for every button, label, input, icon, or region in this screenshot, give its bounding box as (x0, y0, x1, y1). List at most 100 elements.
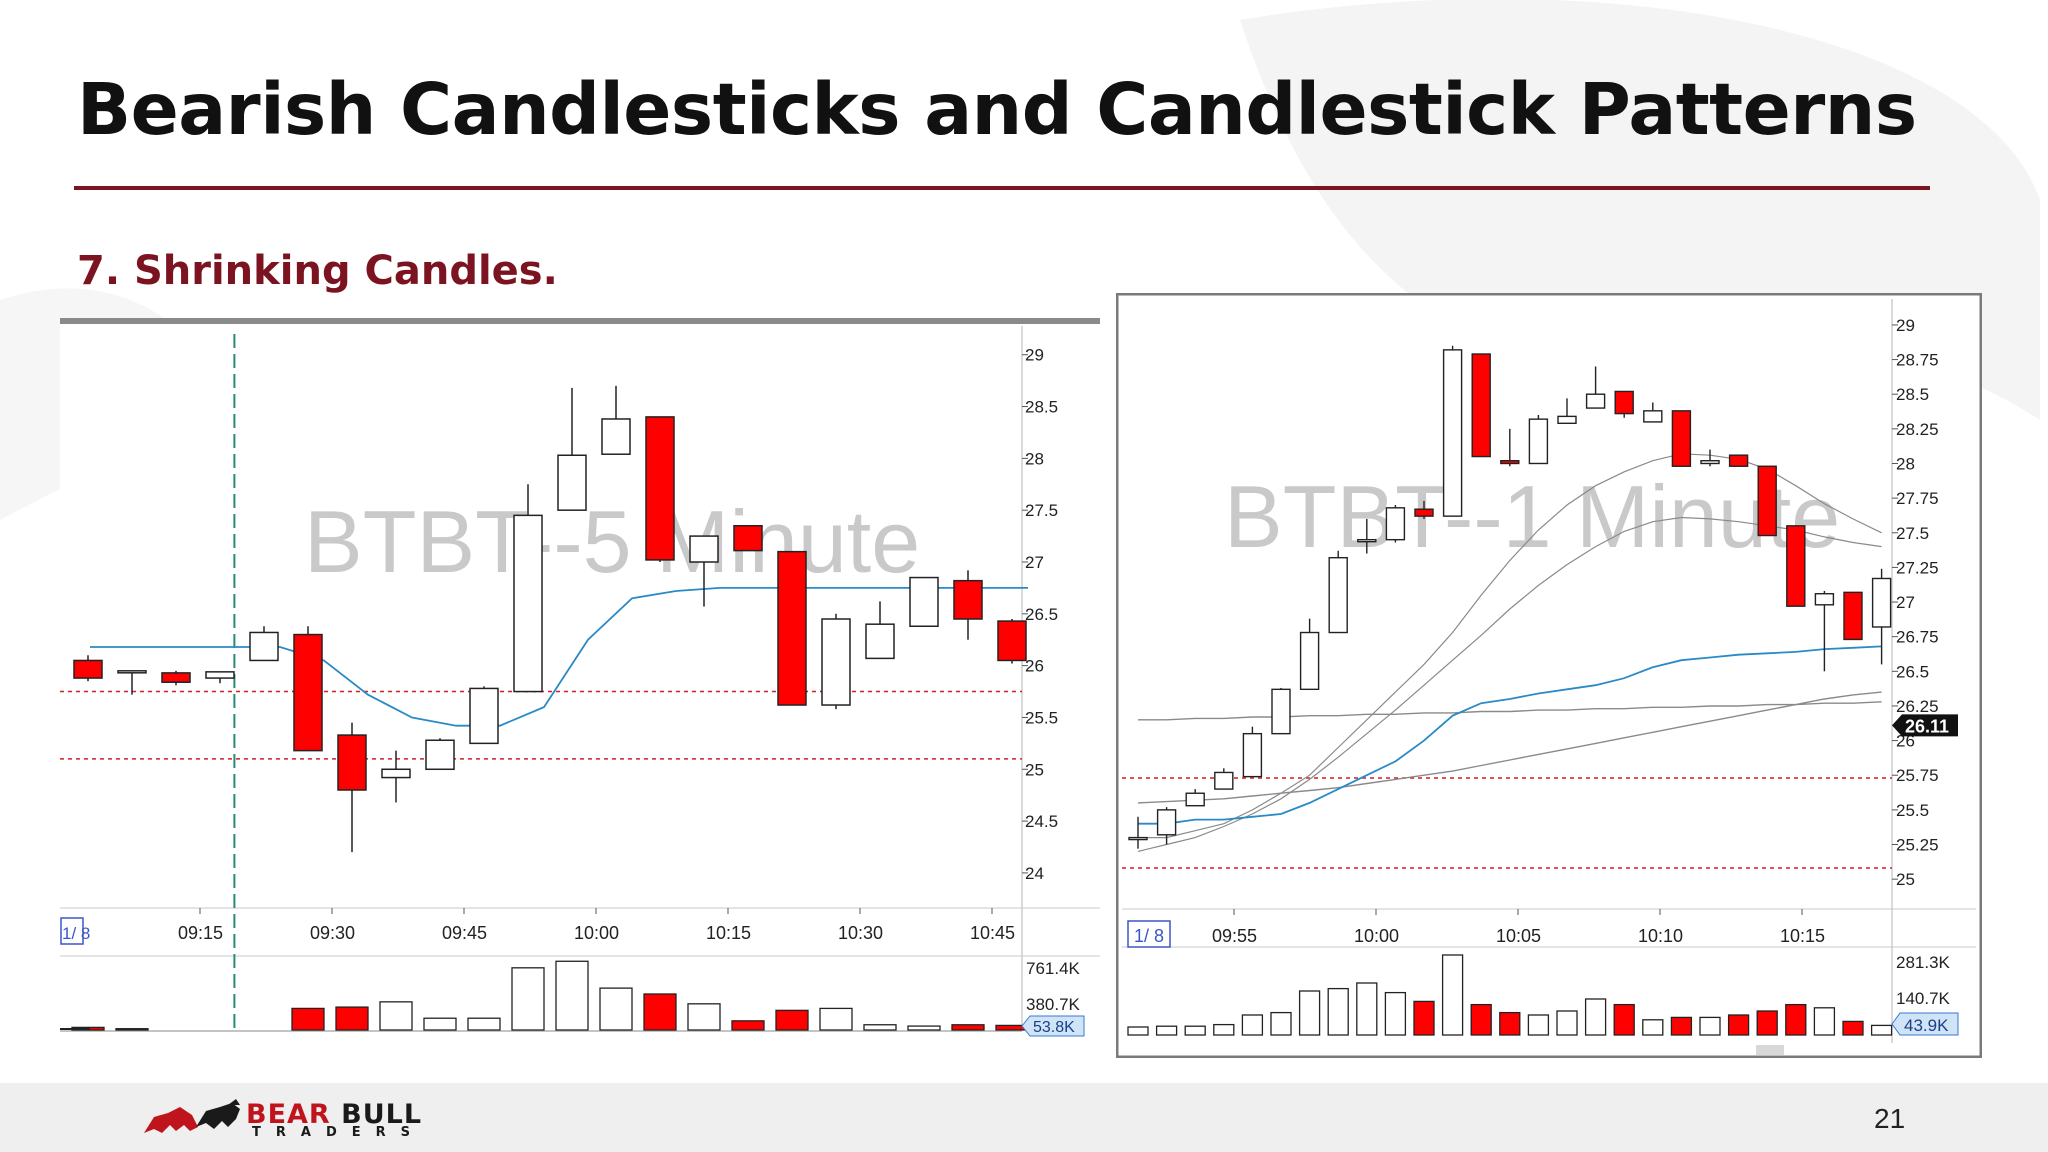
volume-bar (467, 1017, 501, 1031)
volume-bar (379, 1001, 413, 1031)
volume-tick-label: 761.4K (1026, 959, 1081, 978)
volume-bar (511, 967, 545, 1031)
volume-bar (951, 1024, 985, 1031)
x-tick-label: 10:05 (1496, 926, 1541, 946)
volume-bar (1298, 990, 1321, 1036)
x-tick-label: 09:55 (1212, 926, 1257, 946)
bear-candle (733, 524, 763, 552)
y-tick-label: 28 (1025, 449, 1044, 468)
slow-average-line (1137, 691, 1882, 804)
slide-title: Bearish Candlesticks and Candlestick Pat… (77, 68, 1917, 151)
bull-candle (117, 670, 147, 674)
volume-current-label: 43.9K (1904, 1016, 1949, 1035)
logo-word-bull: BULL (341, 1099, 423, 1130)
bull-bear-logo-icon (144, 1099, 240, 1133)
volume-bar (687, 1003, 721, 1031)
volume-bar (1556, 1010, 1578, 1036)
volume-bar (1699, 1016, 1721, 1036)
y-tick-label: 28.75 (1896, 351, 1939, 370)
bull-candle (1814, 593, 1835, 606)
bull-candle (249, 631, 279, 662)
chart-top-border (60, 318, 1100, 324)
x-tick-label: 10:00 (574, 923, 619, 943)
logo-wordmark: BEAR BULL (246, 1099, 422, 1130)
volume-bar (1499, 1011, 1521, 1036)
chart-watermark: BTBT--5 Minute (304, 492, 920, 591)
bull-candle (1128, 836, 1148, 841)
volume-bar (643, 993, 677, 1031)
y-tick-label: 29 (1025, 346, 1044, 365)
x-tick-label: 10:10 (1638, 926, 1683, 946)
y-tick-label: 28.25 (1896, 420, 1939, 439)
volume-bar (1356, 982, 1378, 1036)
volume-tick-label: 281.3K (1896, 953, 1951, 972)
volume-bar (1756, 1010, 1778, 1036)
bull-candle (1528, 418, 1549, 465)
y-tick-label: 26 (1025, 657, 1044, 676)
bear-candle (777, 550, 807, 706)
bear-candle (1786, 525, 1806, 607)
bull-candle (1557, 415, 1577, 425)
date-label: 1/ 8 (1134, 926, 1164, 946)
bull-candle (1871, 577, 1892, 628)
last-price-tag (1892, 714, 1958, 737)
bear-candle (1843, 591, 1863, 641)
volume-tick-label: 140.7K (1896, 989, 1951, 1008)
bull-candle (381, 768, 411, 779)
vwap-line (1138, 645, 1882, 825)
x-tick-label: 10:00 (1354, 926, 1399, 946)
volume-bar (775, 1009, 809, 1031)
y-tick-label: 24.5 (1025, 812, 1058, 831)
volume-bar (1527, 1014, 1550, 1036)
bear-candle (337, 734, 367, 791)
y-tick-label: 25.75 (1896, 766, 1939, 785)
volume-bar (1785, 1003, 1807, 1036)
bull-candle (557, 454, 587, 511)
chart-5-minute: 29 28.5 28 27.5 27 26.5 26 25.5 25 24.5 24 BTBT--5 … (60, 318, 1100, 1040)
y-tick-label: 28 (1896, 454, 1915, 473)
bull-candle (1442, 349, 1463, 517)
volume-bar (1155, 1025, 1178, 1036)
volume-bar (1327, 987, 1349, 1036)
title-underline (74, 186, 1930, 190)
bull-candle (689, 535, 719, 563)
bear-candle (645, 416, 675, 561)
bear-candle (953, 579, 983, 620)
y-tick-label: 27 (1025, 553, 1044, 572)
bull-candle (1385, 507, 1406, 541)
volume-bar (1470, 1003, 1492, 1036)
x-tick-label: 10:15 (706, 923, 751, 943)
y-tick-label: 27 (1896, 593, 1915, 612)
volume-current-tag (1891, 1012, 1959, 1036)
bull-candle (909, 576, 939, 628)
bull-candle (205, 671, 235, 679)
logo-tagline: TRADERS (252, 1125, 425, 1140)
bull-candle (1299, 631, 1320, 691)
bull-candle (1242, 732, 1263, 778)
bear-candle (1614, 390, 1634, 415)
volume-bar (60, 1028, 90, 1030)
y-tick-label: 26.25 (1896, 697, 1939, 716)
date-label-box (60, 917, 84, 945)
volume-bar (1642, 1019, 1664, 1036)
y-tick-label: 25.5 (1025, 708, 1058, 727)
volume-bar (863, 1024, 897, 1031)
bull-candle (1643, 410, 1663, 423)
volume-bar (907, 1025, 941, 1031)
bull-candle (469, 687, 499, 745)
scrollbar-thumb (1756, 1045, 1784, 1055)
bear-candle (1471, 353, 1491, 458)
bull-candle (1357, 538, 1377, 543)
volume-bar (1813, 1007, 1836, 1036)
volume-bar (1441, 954, 1464, 1036)
y-tick-label: 27.5 (1896, 524, 1929, 543)
volume-bar (819, 1007, 853, 1031)
page-number: 21 (1874, 1103, 1906, 1134)
x-tick-label: 10:15 (1780, 926, 1825, 946)
date-label-box (1127, 920, 1171, 948)
bear-candle (293, 633, 323, 752)
volume-bar (1670, 1016, 1693, 1036)
volume-bar (1842, 1020, 1864, 1036)
x-tick-label: 09:15 (178, 923, 223, 943)
y-tick-label: 28.5 (1025, 398, 1058, 417)
